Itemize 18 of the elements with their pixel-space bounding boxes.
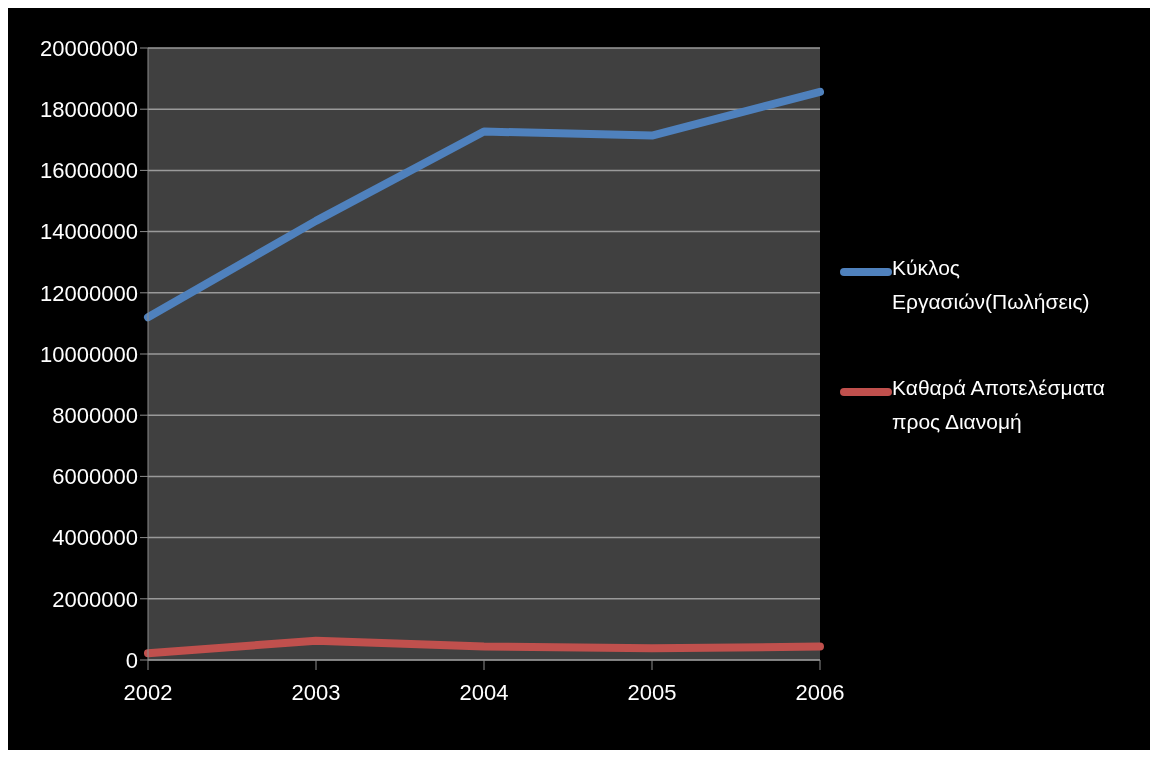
x-tick-label: 2006 [795, 679, 845, 705]
y-tick-label: 8000000 [52, 403, 138, 429]
y-tick-label: 20000000 [40, 35, 138, 61]
y-tick-label: 2000000 [52, 586, 138, 612]
x-tick-label: 2002 [123, 679, 173, 705]
y-tick-label: 6000000 [52, 464, 138, 490]
y-tick-label: 4000000 [52, 525, 138, 551]
y-tick-label: 18000000 [40, 97, 138, 123]
y-tick-label: 0 [125, 647, 138, 673]
x-tick-label: 2005 [627, 679, 677, 705]
y-tick-label: 14000000 [40, 219, 138, 245]
legend-label: Καθαρά Αποτελέσματα προς Διανομή [892, 375, 1106, 435]
y-tick-label: 12000000 [40, 280, 138, 306]
x-tick-label: 2003 [291, 679, 341, 705]
x-tick-label: 2004 [459, 679, 509, 705]
legend-label: Κύκλος Εργασιών(Πωλήσεις) [892, 255, 1091, 315]
y-tick-label: 16000000 [40, 158, 138, 184]
y-tick-label: 10000000 [40, 341, 138, 367]
